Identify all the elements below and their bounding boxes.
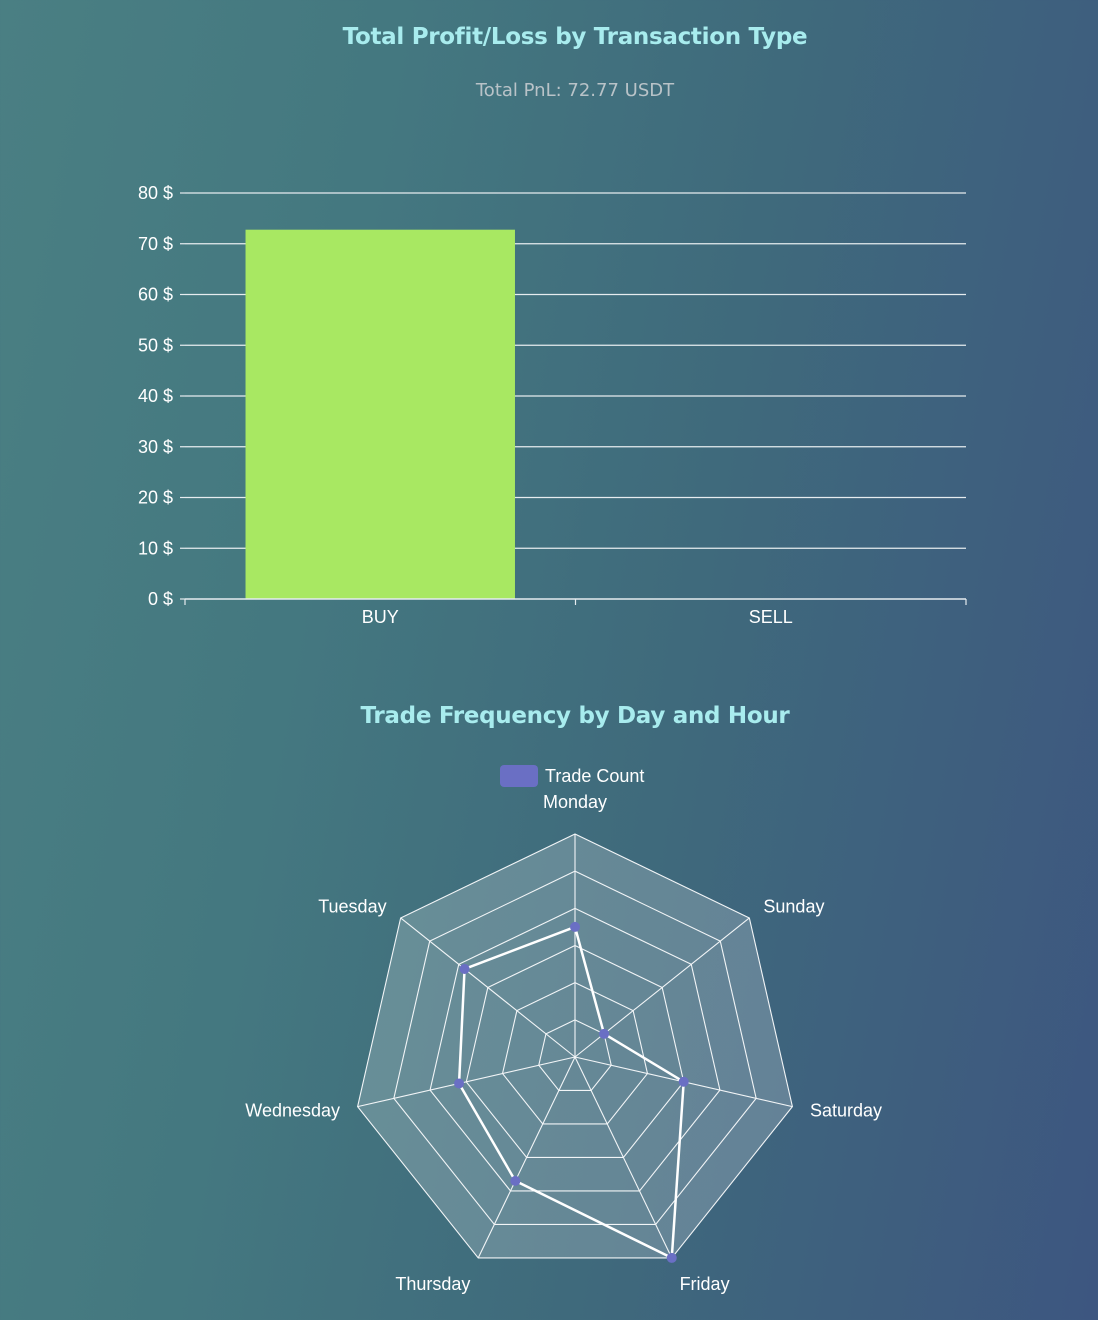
x-tick-label: SELL xyxy=(749,607,793,627)
y-tick-label: 50 $ xyxy=(138,335,173,355)
radar-spoke xyxy=(574,1056,673,1259)
radar-point xyxy=(510,1175,521,1186)
radar-spoke xyxy=(357,1056,576,1108)
bar-chart: 0 $ 10 $ 20 $ 30 $ 40 $ 50 $ 60 $ 70 $ 80 $ BUY SE… xyxy=(138,183,967,627)
radar-point xyxy=(599,1028,610,1039)
radar-point xyxy=(678,1076,689,1087)
radar-ring xyxy=(356,833,794,1259)
radar-ring xyxy=(538,1019,612,1092)
radar-ring xyxy=(429,907,721,1192)
y-tick-label: 10 $ xyxy=(138,538,173,558)
radar-point xyxy=(666,1252,677,1263)
radar-axis-label: Tuesday xyxy=(318,897,386,917)
radar-axis-label: Monday xyxy=(543,792,607,812)
radar-legend[interactable]: Trade Count xyxy=(500,764,644,788)
radar-axis-label: Thursday xyxy=(395,1274,470,1294)
y-tick-label: 60 $ xyxy=(138,285,173,305)
x-tick-label: BUY xyxy=(362,607,399,627)
radar-point xyxy=(570,921,580,932)
bar-chart-title: Total Profit/Loss by Transaction Type xyxy=(342,24,808,50)
bar-chart-subtitle: Total PnL: 72.77 USDT xyxy=(475,80,675,101)
radar-axis-label: Sunday xyxy=(763,897,824,917)
radar-spoke xyxy=(400,917,576,1058)
y-tick-label: 80 $ xyxy=(138,183,173,203)
y-tick-label: 20 $ xyxy=(138,488,173,508)
radar-point xyxy=(454,1078,465,1089)
y-tick-label: 0 $ xyxy=(148,589,173,609)
radar-series-line xyxy=(457,925,685,1260)
legend-label: Trade Count xyxy=(545,765,645,786)
y-tick-label: 30 $ xyxy=(138,437,173,457)
radar-ring xyxy=(393,870,757,1225)
radar-ring xyxy=(465,944,685,1159)
y-tick-label: 40 $ xyxy=(138,386,173,406)
radar-axis-label: Friday xyxy=(680,1274,730,1294)
radar-axis-label: Wednesday xyxy=(245,1101,340,1121)
radar-spoke xyxy=(477,1056,576,1259)
bar-buy xyxy=(245,229,515,599)
y-tick-label: 70 $ xyxy=(138,234,173,254)
radar-axis-label: Saturday xyxy=(810,1101,882,1121)
radar-point xyxy=(459,963,470,974)
legend-swatch xyxy=(500,765,538,787)
radar-chart-title: Trade Frequency by Day and Hour xyxy=(360,703,790,729)
radar-ring xyxy=(501,982,649,1125)
